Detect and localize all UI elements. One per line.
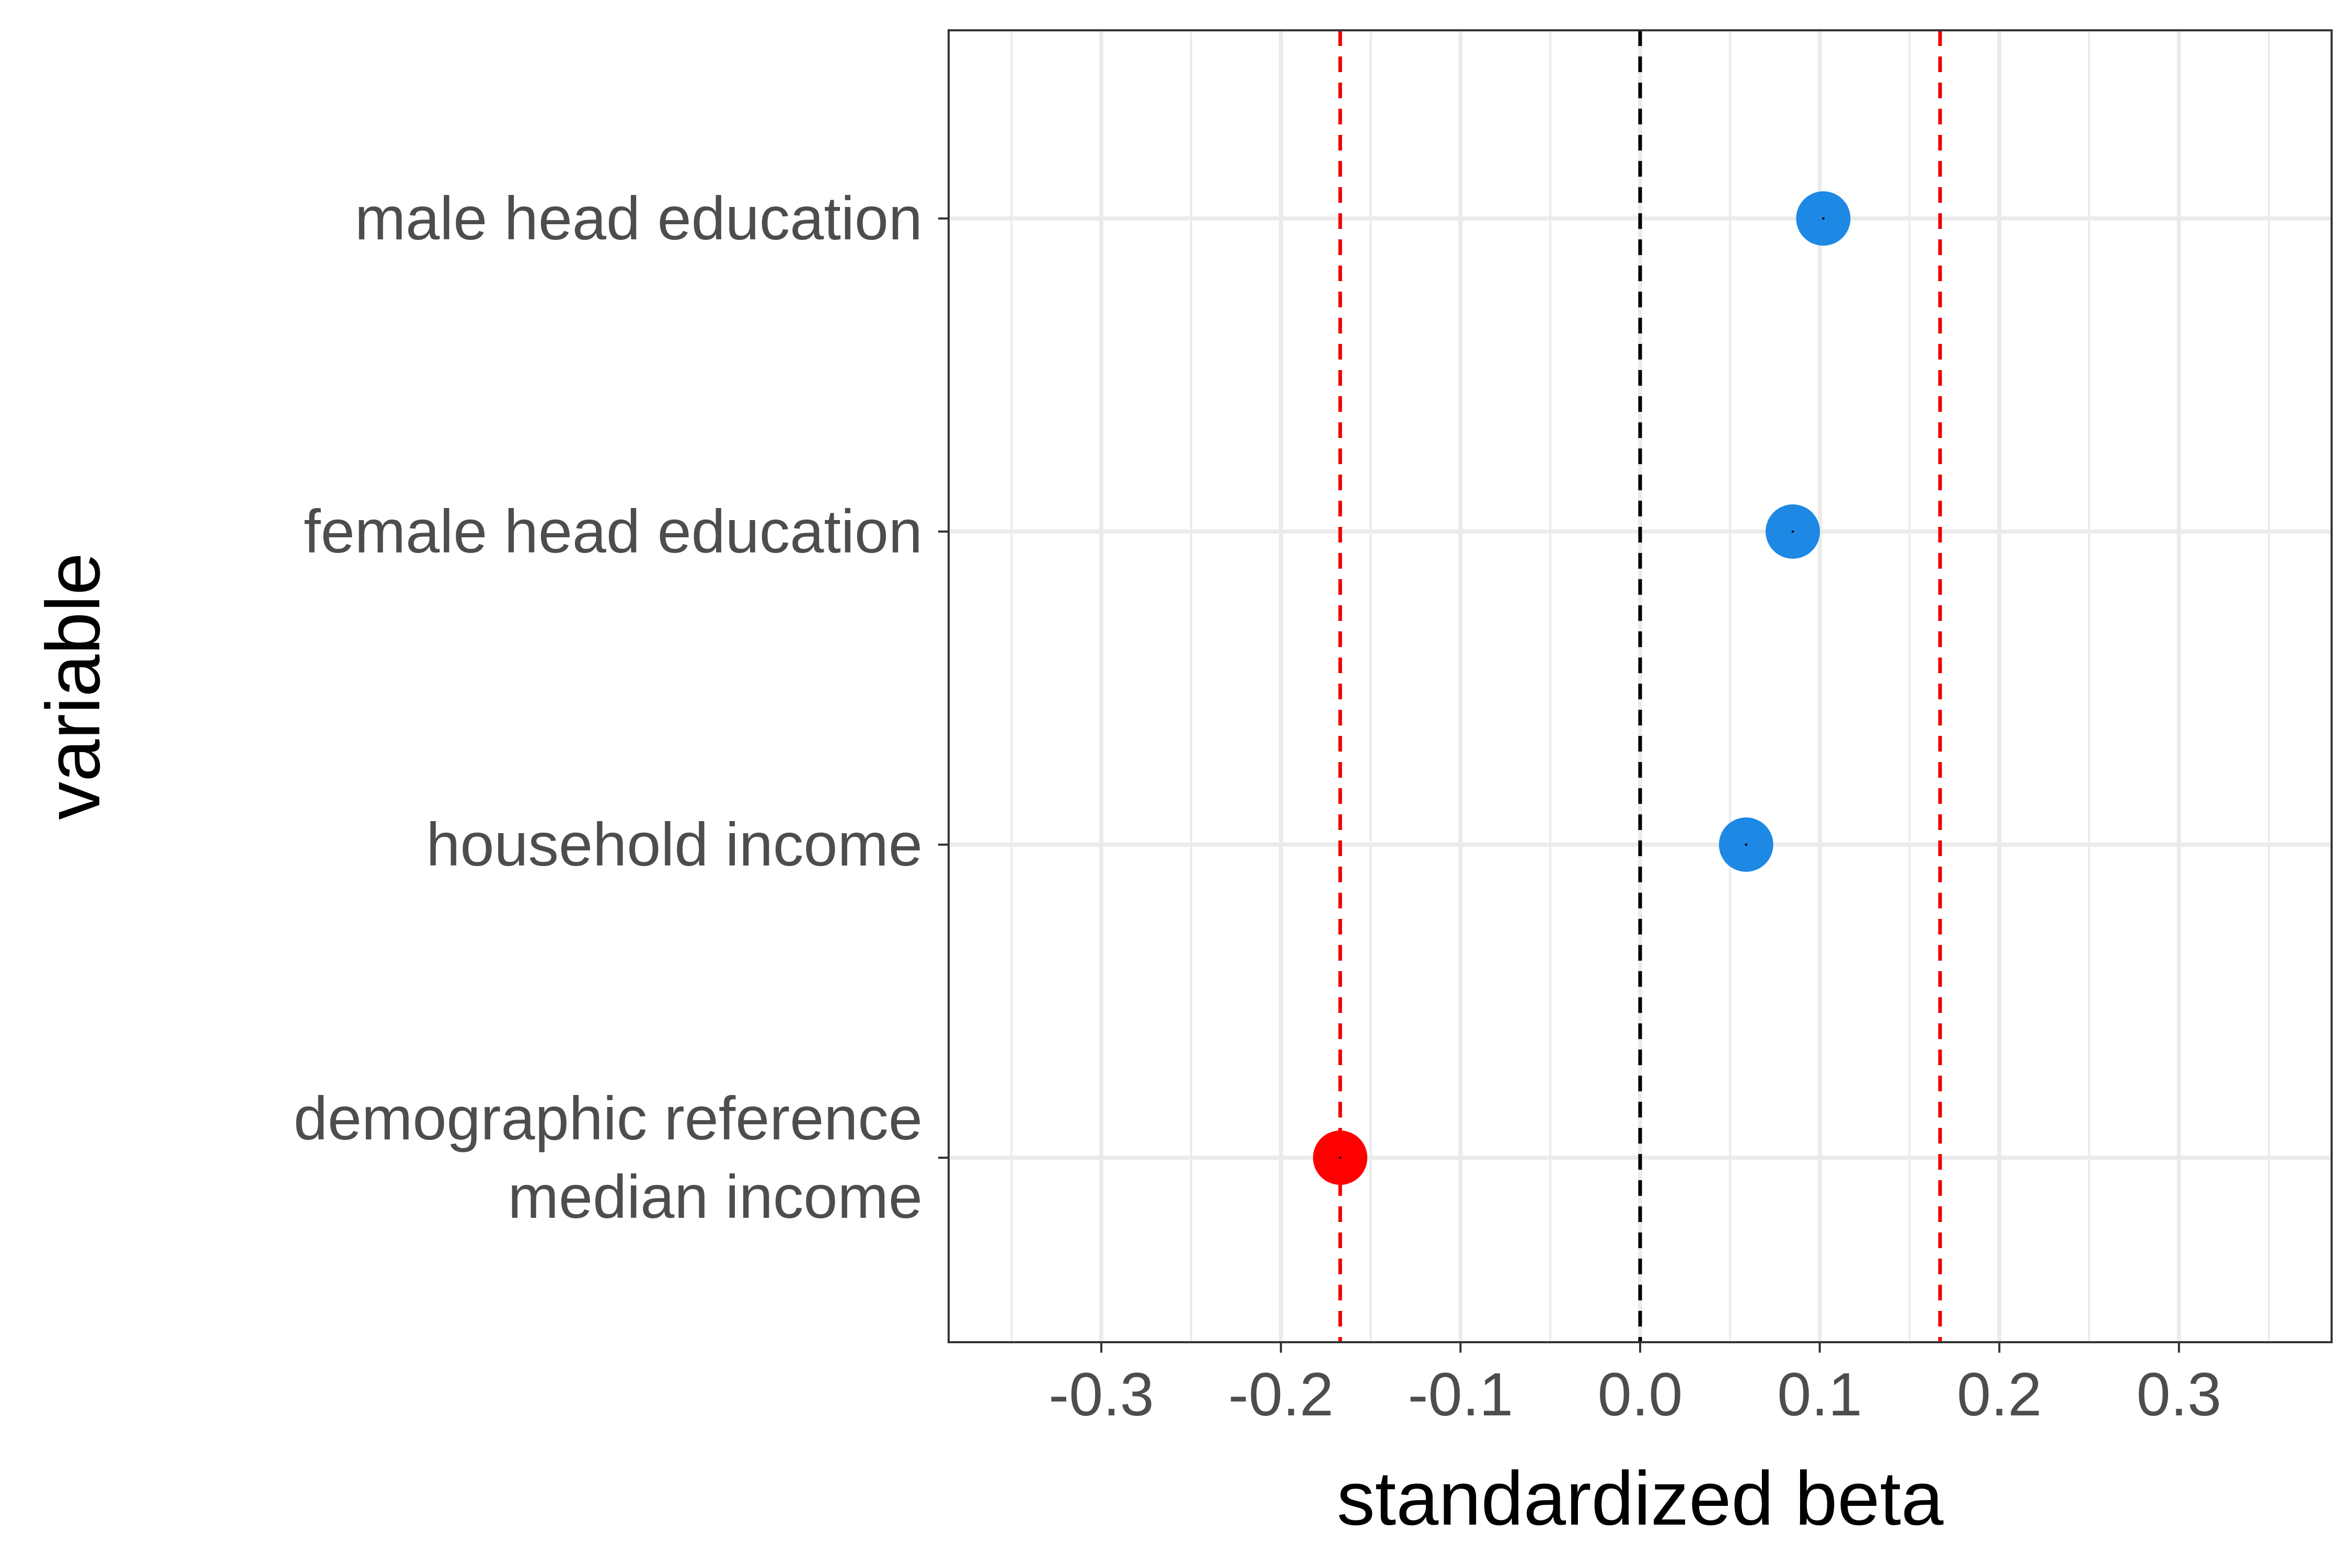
- major-gridlines: [949, 30, 2332, 1342]
- x-axis-ticks: -0.3 -0.2 -0.1 0.0 0.1 0.2 0.3: [1048, 1342, 2221, 1428]
- x-tick-label: 0.1: [1777, 1360, 1862, 1428]
- x-tick-label: -0.1: [1408, 1360, 1514, 1428]
- x-tick-label: -0.3: [1048, 1360, 1154, 1428]
- y-tick-label: median income: [508, 1162, 923, 1231]
- reference-lines: [1338, 30, 1942, 1342]
- data-points: [1313, 191, 1851, 1185]
- x-axis-title: standardized beta: [1337, 1456, 1944, 1541]
- minor-gridlines: [1010, 30, 2270, 1342]
- y-tick-label: household income: [426, 810, 923, 879]
- y-axis-ticks: male head education female head education…: [294, 184, 949, 1231]
- y-tick-label: male head education: [355, 184, 923, 252]
- y-axis-title: variable: [30, 552, 116, 820]
- y-tick-label: female head education: [304, 497, 923, 566]
- x-tick-label: -0.2: [1228, 1360, 1334, 1428]
- y-tick-label: demographic reference: [294, 1084, 923, 1152]
- x-tick-label: 0.3: [2137, 1360, 2222, 1428]
- x-tick-label: 0.2: [1957, 1360, 2042, 1428]
- x-tick-label: 0.0: [1598, 1360, 1683, 1428]
